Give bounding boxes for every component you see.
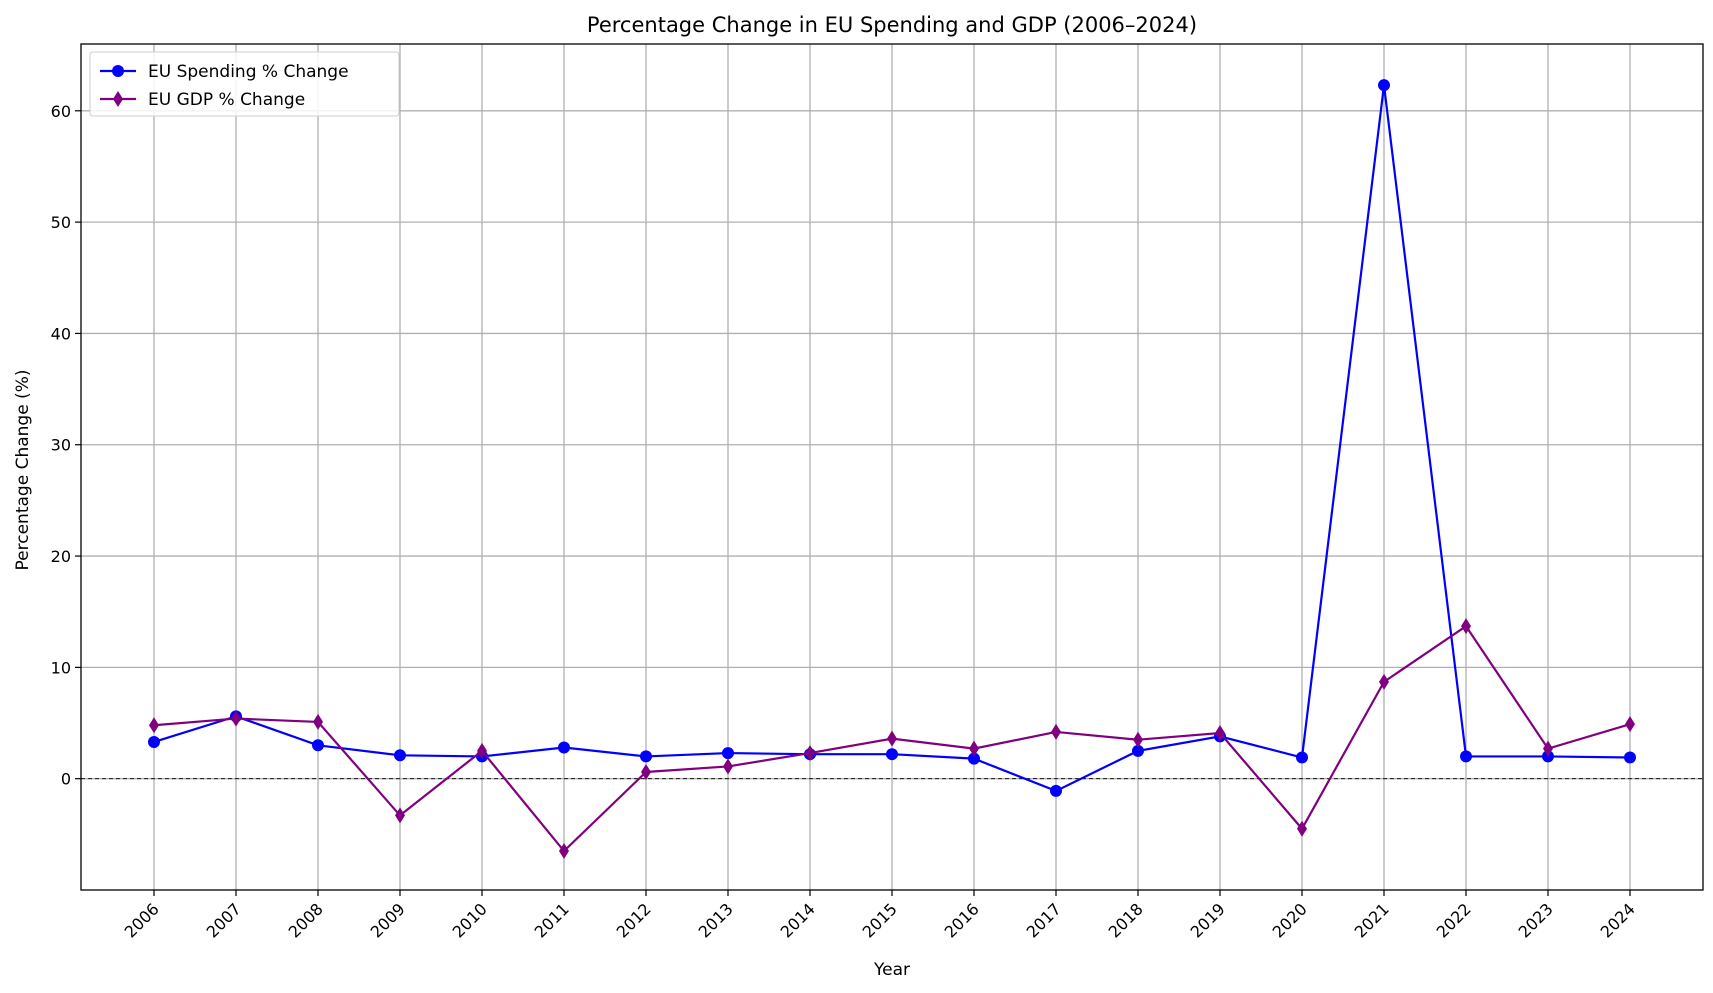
- x-tick-label: 2007: [203, 899, 245, 941]
- data-point: [887, 730, 897, 747]
- y-tick-label: 30: [51, 436, 71, 455]
- data-point: [722, 747, 734, 760]
- data-point: [395, 807, 405, 824]
- x-tick-label: 2020: [1269, 899, 1311, 941]
- data-point: [231, 710, 241, 727]
- y-tick-label: 0: [61, 770, 71, 789]
- x-tick-label: 2018: [1105, 899, 1147, 941]
- data-point: [1051, 723, 1061, 740]
- data-point: [1133, 731, 1143, 748]
- x-tick-label: 2024: [1597, 899, 1639, 941]
- x-tick-label: 2013: [695, 899, 737, 941]
- series-2: [149, 618, 1635, 860]
- data-point: [1461, 618, 1471, 635]
- x-tick-label: 2014: [777, 899, 819, 941]
- x-tick-label: 2022: [1433, 899, 1475, 941]
- x-tick-label: 2016: [941, 899, 983, 941]
- y-tick-label: 60: [51, 102, 71, 121]
- x-tick-label: 2023: [1515, 899, 1557, 941]
- x-tick-label: 2006: [121, 899, 163, 941]
- series-1: [148, 79, 1636, 797]
- x-tick-label: 2011: [531, 899, 573, 941]
- legend-label: EU Spending % Change: [148, 62, 349, 82]
- x-axis-title: Year: [873, 960, 910, 980]
- data-point: [1543, 740, 1553, 757]
- data-point: [312, 739, 324, 752]
- data-point: [394, 749, 406, 762]
- data-point: [477, 742, 487, 759]
- data-point: [313, 713, 323, 730]
- legend-label: EU GDP % Change: [148, 90, 305, 110]
- data-point: [558, 741, 570, 754]
- series-group: [148, 79, 1636, 860]
- legend: EU Spending % Change EU GDP % Change: [89, 51, 400, 117]
- data-point: [886, 748, 898, 761]
- data-point: [149, 717, 159, 734]
- data-point: [969, 740, 979, 757]
- data-point: [805, 745, 815, 762]
- x-tick-label: 2019: [1187, 899, 1229, 941]
- data-point: [1379, 673, 1389, 690]
- data-point: [1132, 744, 1144, 757]
- y-tick-label: 10: [51, 658, 71, 677]
- data-point: [1050, 784, 1062, 797]
- data-point: [148, 735, 160, 748]
- data-point: [1460, 750, 1472, 763]
- x-tick-label: 2009: [367, 899, 409, 941]
- data-point: [968, 752, 980, 765]
- legend-marker: [112, 65, 124, 77]
- y-axis: 0 10 20 30 40 50 60: [51, 102, 81, 789]
- data-point: [1296, 751, 1308, 764]
- x-tick-label: 2012: [613, 899, 655, 941]
- data-point: [640, 750, 652, 763]
- y-tick-label: 20: [51, 547, 71, 566]
- x-tick-label: 2021: [1351, 899, 1393, 941]
- grid-lines: [81, 44, 1703, 890]
- x-tick-label: 2015: [859, 899, 901, 941]
- data-point: [559, 843, 569, 860]
- data-point: [641, 764, 651, 781]
- x-tick-label: 2017: [1023, 899, 1065, 941]
- chart-title: Percentage Change in EU Spending and GDP…: [587, 13, 1197, 37]
- data-point: [1378, 79, 1390, 92]
- data-point: [1297, 820, 1307, 837]
- data-point: [1625, 716, 1635, 733]
- data-point: [1215, 725, 1225, 742]
- data-point: [723, 758, 733, 775]
- x-tick-label: 2008: [285, 899, 327, 941]
- x-tick-label: 2010: [449, 899, 491, 941]
- y-tick-label: 40: [51, 324, 71, 343]
- y-axis-title: Percentage Change (%): [13, 370, 33, 571]
- data-point: [1624, 751, 1636, 764]
- x-axis: 2006 2007 2008 2009 2010 2011 2012 2013 2014 2015…: [121, 890, 1639, 942]
- legend-marker: [113, 91, 123, 107]
- y-tick-label: 50: [51, 213, 71, 232]
- legend-box: [89, 51, 400, 117]
